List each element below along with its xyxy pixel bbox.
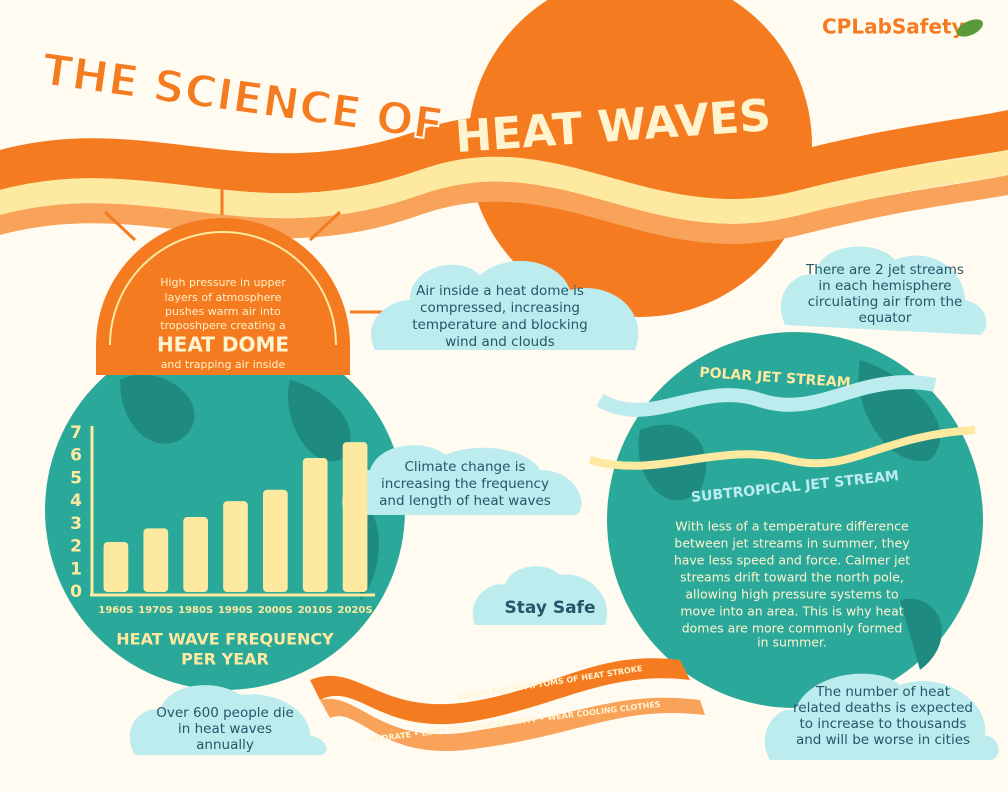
body-text: With less of a temperature difference [675,519,909,534]
dome-arc [109,231,337,346]
land [120,374,379,600]
cloud-text: to increase to thousands [799,716,966,732]
y-tick-label: 0 [70,582,82,602]
dome-text: layers of atmosphere [165,291,282,304]
wave [0,110,1008,199]
ribbon [320,697,705,752]
x-tick-label: 2020S [338,605,373,616]
heat-dome [96,218,350,375]
dome-text: pushes warm air into [165,305,281,318]
bar [223,501,248,592]
x-tick-label: 1960S [98,605,133,616]
x-tick-label: 1980S [178,605,213,616]
chart-title: HEAT WAVE FREQUENCY [116,630,334,649]
bar [263,489,288,592]
cloud-text: equator [859,310,912,326]
cloud-text: related deaths is expected [793,700,973,716]
body-text: allowing high pressure systems to [685,587,898,602]
body-text: streams drift toward the north pole, [680,570,904,585]
land [638,360,942,670]
logo-leaf [956,19,984,37]
cloud-text: in heat waves [178,721,272,737]
cloud-text: and will be worse in cities [796,732,970,748]
cloud-text: Climate change is [405,459,526,475]
dome-text: and trapping air inside [161,358,286,371]
cloud-text: compressed, increasing [420,300,580,316]
subtropical-jet [588,426,976,470]
x-tick-label: 1970S [138,605,173,616]
stay-safe: Stay Safe [505,598,596,618]
cloud-text: temperature and blocking [412,317,588,333]
y-tick-label: 5 [70,468,82,488]
cloud-text: Over 600 people die [156,705,294,721]
x-tick-label: 2010S [298,605,333,616]
x-tick-label: 2000S [258,605,293,616]
body-text: domes are more commonly formed [682,621,903,636]
cloud-text: There are 2 jet streams [805,262,964,278]
ribbon [310,658,690,725]
cloud-text: Air inside a heat dome is [416,283,584,299]
dome-heading: HEAT DOME [157,333,289,357]
y-tick-label: 2 [70,537,82,557]
y-tick-label: 6 [70,446,82,466]
bar [103,542,129,592]
bar [302,457,328,592]
clouds [129,246,999,760]
bar [183,517,208,592]
cloud-text: increasing the frequency [381,476,549,492]
y-tick-label: 3 [70,514,82,534]
cloud-text: The number of heat [815,684,950,700]
y-tick-label: 1 [70,559,82,579]
bar [342,442,368,592]
polar-jet [596,375,937,417]
cloud-text: wind and clouds [445,334,555,350]
wave [0,150,1008,224]
body-text: have less speed and force. Calmer jet [674,553,910,568]
y-tick-label: 7 [70,423,82,443]
body-text: in summer. [757,635,827,650]
dome-text: troposhpere creating a [160,319,285,332]
body-text: move into an area. This is why heat [680,604,903,619]
bar-chart: HEAT WAVE FREQUENCY PER YEAR 01234567196… [70,423,375,669]
y-tick-label: 4 [70,491,82,511]
title: THE SCIENCE OF [39,44,447,151]
chart-title: PER YEAR [181,650,269,669]
logo: CPLabSafety [822,15,965,39]
cloud-text: in each hemisphere [818,278,951,294]
body-text: between jet streams in summer, they [674,536,910,551]
cloud-text: circulating air from the [808,294,963,310]
dome-text: High pressure in upper [160,276,286,289]
x-tick-label: 1990S [218,605,253,616]
cloud-text: annually [196,737,254,753]
bar [143,528,169,592]
cloud-text: and length of heat waves [379,493,551,509]
